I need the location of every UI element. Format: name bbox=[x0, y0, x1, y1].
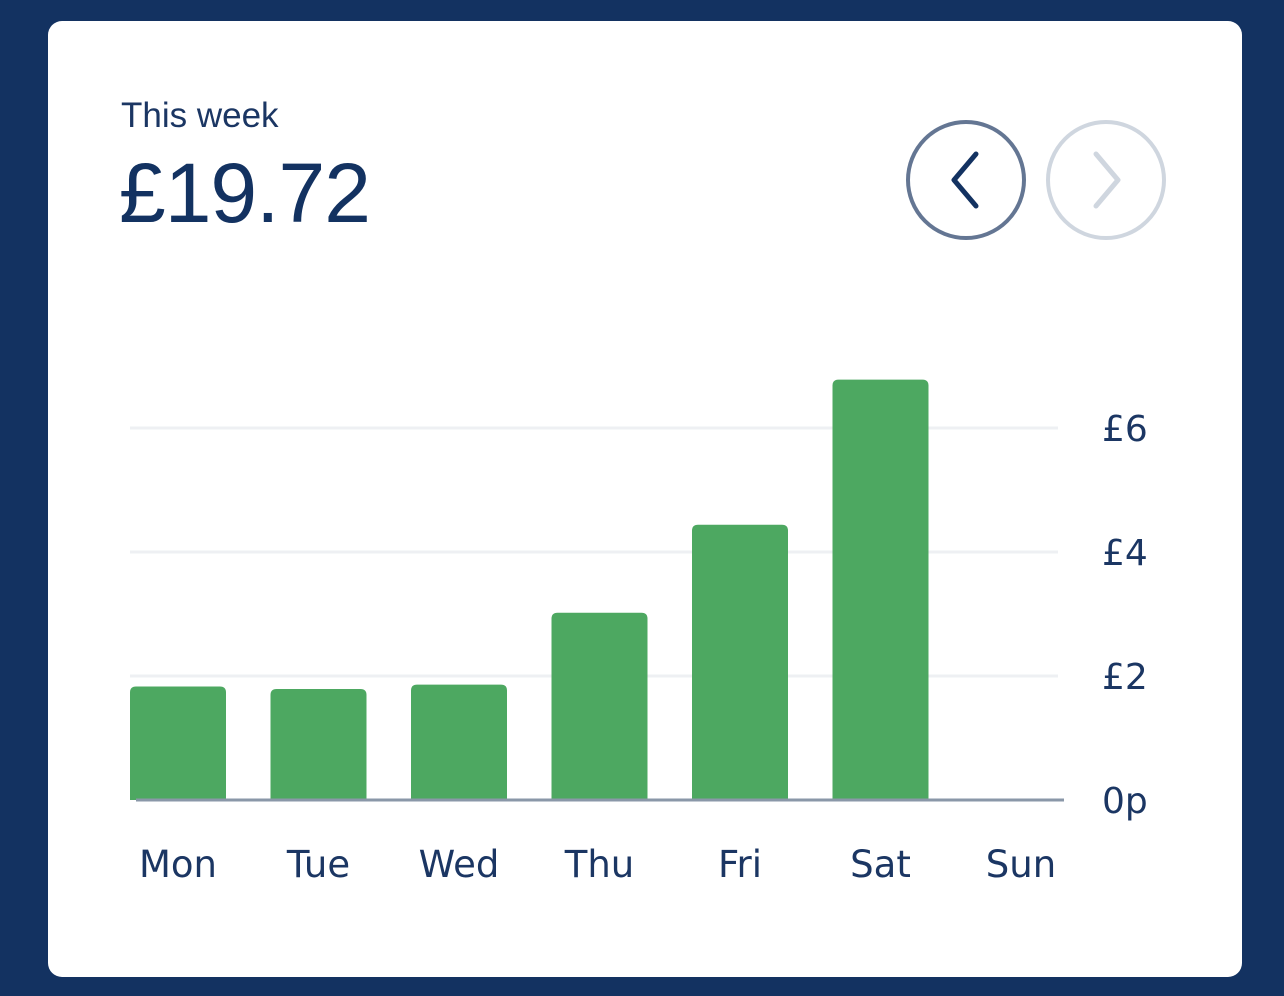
y-tick-label: £6 bbox=[1102, 409, 1148, 450]
bar-thu bbox=[551, 612, 648, 800]
weekly-total: £19.72 bbox=[119, 146, 371, 240]
y-tick-label: 0p bbox=[1102, 781, 1148, 822]
x-tick-label: Sun bbox=[986, 843, 1056, 886]
next-week-button[interactable] bbox=[1046, 120, 1166, 240]
x-tick-label: Mon bbox=[139, 843, 217, 886]
period-label: This week bbox=[121, 96, 279, 135]
x-tick-label: Tue bbox=[286, 843, 350, 886]
spending-card bbox=[48, 21, 1242, 977]
y-tick-label: £2 bbox=[1102, 657, 1148, 698]
chevron-left-icon bbox=[946, 150, 986, 210]
bar-tue bbox=[270, 689, 367, 800]
bar-wed bbox=[411, 684, 507, 800]
bar-fri bbox=[692, 524, 788, 800]
y-tick-label: £4 bbox=[1102, 533, 1148, 574]
chevron-right-icon bbox=[1086, 150, 1126, 210]
x-tick-label: Fri bbox=[718, 843, 762, 886]
x-tick-label: Sat bbox=[850, 843, 911, 886]
bar-sat bbox=[832, 379, 929, 800]
previous-week-button[interactable] bbox=[906, 120, 1026, 240]
x-tick-label: Wed bbox=[419, 843, 500, 886]
x-tick-label: Thu bbox=[564, 843, 635, 886]
bar-mon bbox=[130, 686, 226, 800]
